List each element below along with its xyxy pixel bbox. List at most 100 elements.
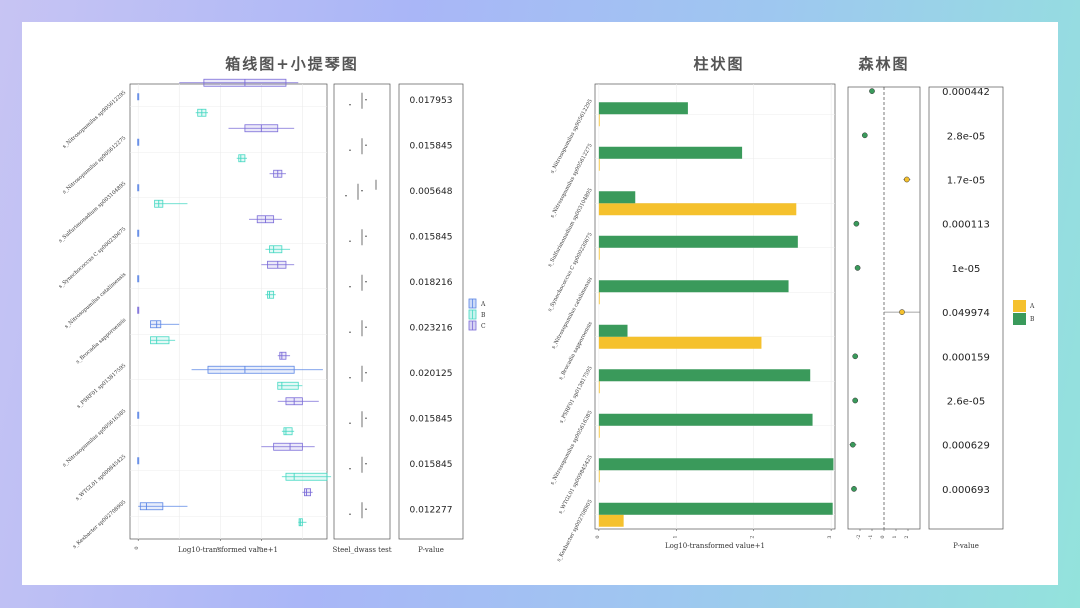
steel-dot xyxy=(365,326,367,328)
bar-species-label: s_Sulfurimonadium sp003104895 xyxy=(547,187,594,268)
steel-dot xyxy=(349,286,351,288)
forest-marks xyxy=(849,87,920,529)
steel-dot xyxy=(365,99,367,101)
pvalue-text: 0.020125 xyxy=(410,369,453,379)
species-label: s_PSRF01 sp013817595 xyxy=(76,363,127,410)
box-tick-label: 3 xyxy=(257,546,263,549)
bar-legend-label: A xyxy=(1029,303,1035,310)
legend-label: C xyxy=(481,323,486,330)
steel-dot xyxy=(365,372,367,374)
boxplot-x-label: Log10-transformed value+1 xyxy=(178,546,278,554)
steel-dwass-marks xyxy=(345,92,377,519)
forest-tick-label: 0 xyxy=(880,535,886,538)
forest-pvalue-text: 0.000629 xyxy=(942,441,990,452)
bar xyxy=(598,381,600,394)
bar-legend-label: B xyxy=(1030,316,1035,323)
pvalue-text: 0.005648 xyxy=(410,187,453,197)
bar xyxy=(598,292,600,305)
species-label: s_Brocadia sapporoensis xyxy=(75,317,128,365)
steel-dot xyxy=(349,104,351,106)
species-label: s_Kexbacter sp002708905 xyxy=(72,499,128,550)
forest-point xyxy=(853,220,860,227)
bar xyxy=(598,114,600,127)
bar xyxy=(598,336,762,349)
box-iqr xyxy=(267,290,275,299)
bar-tick-label: 3 xyxy=(827,535,833,538)
forest-pvalue-text: 0.000113 xyxy=(942,220,990,231)
box-iqr xyxy=(207,365,295,374)
bar-species-label: s_Nitrosopumilus sp905612275 xyxy=(549,143,593,219)
boxplot-gridlines xyxy=(130,84,327,539)
boxplot-legend: ABC xyxy=(468,298,486,331)
bar xyxy=(598,158,600,171)
boxplot-species-labels: s_Nitrosopumilus sp905612295s_Nitrosopum… xyxy=(58,90,128,550)
steel-dot xyxy=(349,422,351,424)
box-iqr xyxy=(283,427,293,436)
pvalue-x-label: P-value xyxy=(418,546,444,554)
box-zero-mark xyxy=(137,184,140,192)
bar-species-label: s_Nitrosopumilus sp905616385 xyxy=(549,410,593,486)
bar xyxy=(598,413,813,426)
box-zero-mark xyxy=(137,229,140,237)
box-tick-label: 0 xyxy=(134,546,140,549)
boxplot-title: 箱线图+小提琴图 xyxy=(225,55,359,73)
forest-point xyxy=(903,176,910,183)
steel-dot xyxy=(361,190,363,192)
pvalue-text: 0.015845 xyxy=(410,414,453,424)
bar-title: 柱状图 xyxy=(693,55,744,73)
box-zero-mark xyxy=(137,306,140,314)
steel-dot xyxy=(349,149,351,151)
steel-dot xyxy=(345,195,347,197)
legend-label: A xyxy=(480,301,486,308)
bar xyxy=(598,324,628,337)
steel-dot xyxy=(365,281,367,283)
forest-point xyxy=(869,88,875,94)
bar xyxy=(598,102,688,115)
box-zero-mark xyxy=(137,411,140,419)
pvalue-text: 0.015845 xyxy=(410,141,453,151)
box-zero-mark xyxy=(137,93,140,101)
forest-pvalue-text: 0.049974 xyxy=(942,308,990,319)
forest-pvalue-text: 0.000693 xyxy=(942,485,990,496)
forest-point xyxy=(899,309,905,315)
forest-point xyxy=(851,486,857,492)
pvalue-panel xyxy=(398,83,464,540)
forest-tick-label: -1 xyxy=(868,535,874,540)
pvalue-text: 0.015845 xyxy=(410,232,453,242)
bar xyxy=(598,425,600,438)
steel-dot xyxy=(365,463,367,465)
forest-point xyxy=(852,353,859,360)
bar xyxy=(598,458,834,471)
species-label: s_WTGL01 sp009845425 xyxy=(75,454,128,502)
forest-point xyxy=(849,441,856,448)
box-zero-mark xyxy=(137,275,140,283)
forest-point xyxy=(854,265,861,271)
forest-point xyxy=(852,397,859,404)
forest-pvalue-panel xyxy=(928,86,1004,530)
legend-label: B xyxy=(481,312,486,319)
forest-pvalue-text: 2.6e-05 xyxy=(947,397,985,408)
box-iqr xyxy=(238,154,246,163)
figure-canvas: 箱线图+小提琴图 柱状图 森林图 0.017953 0.015845 0.00564… xyxy=(58,55,1035,563)
forest-tick-label: -2 xyxy=(856,535,862,540)
pvalue-text: 0.018216 xyxy=(410,278,453,288)
forest-tick-label: 1 xyxy=(892,535,898,538)
forest-pvalue-text: 1e-05 xyxy=(952,264,981,275)
bar-species-label: s_Nitrosopumilus catalimensis xyxy=(551,276,594,350)
steel-dot xyxy=(365,508,367,510)
bar xyxy=(598,369,811,382)
box-iqr xyxy=(150,336,170,345)
forest-title: 森林图 xyxy=(858,55,909,73)
box-iqr xyxy=(273,442,303,451)
bar xyxy=(598,514,624,527)
forest-pvalue-x-label: P-value xyxy=(953,542,979,550)
steel-dot xyxy=(349,468,351,470)
forest-pvalue-text: 1.7e-05 xyxy=(947,176,985,187)
pvalue-text: 0.012277 xyxy=(410,505,453,515)
steel-dot xyxy=(365,144,367,146)
steel-dot xyxy=(349,513,351,515)
steel-x-label: Steel_dwass test xyxy=(332,546,391,554)
box-iqr xyxy=(267,260,287,269)
box-zero-mark xyxy=(137,138,140,146)
box-iqr xyxy=(279,351,287,360)
